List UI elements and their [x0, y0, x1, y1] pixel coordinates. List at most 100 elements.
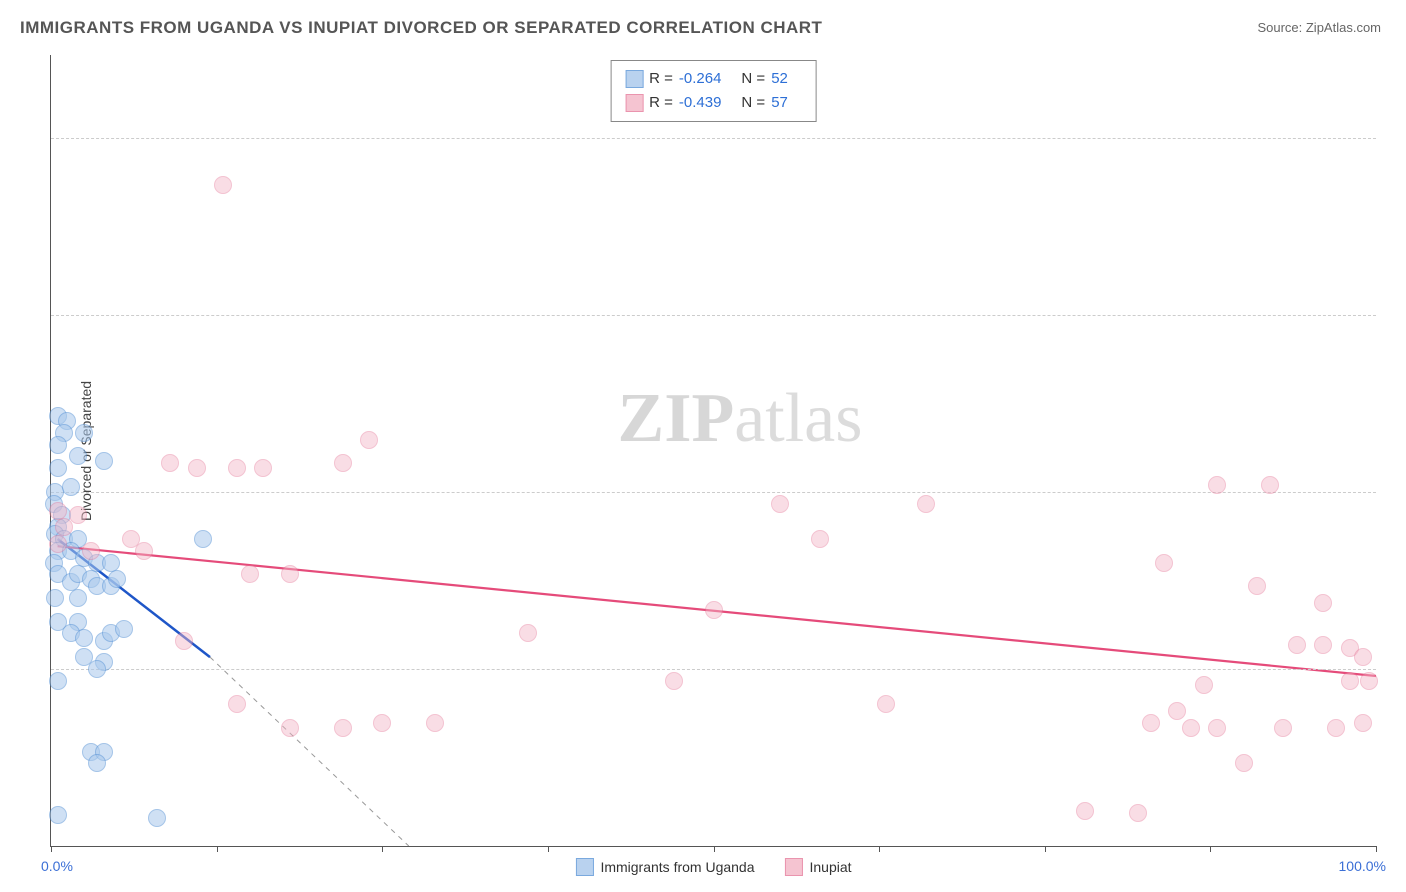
scatter-point	[334, 719, 352, 737]
stat-r-label: R =	[649, 67, 673, 91]
x-tick	[1045, 846, 1046, 852]
scatter-point	[1327, 719, 1345, 737]
trend-lines-layer	[51, 55, 1376, 846]
scatter-point	[49, 672, 67, 690]
scatter-point	[188, 459, 206, 477]
x-axis-max-label: 100.0%	[1339, 858, 1386, 874]
scatter-point	[1142, 714, 1160, 732]
x-tick	[1210, 846, 1211, 852]
scatter-point	[228, 695, 246, 713]
scatter-point	[102, 554, 120, 572]
scatter-point	[771, 495, 789, 513]
scatter-point	[665, 672, 683, 690]
scatter-point	[228, 459, 246, 477]
scatter-point	[360, 431, 378, 449]
scatter-point	[69, 447, 87, 465]
scatter-point	[705, 601, 723, 619]
scatter-point	[877, 695, 895, 713]
x-tick	[548, 846, 549, 852]
scatter-point	[175, 632, 193, 650]
gridline	[51, 492, 1376, 493]
x-tick	[879, 846, 880, 852]
y-tick-label: 22.5%	[1386, 307, 1406, 323]
scatter-point	[49, 806, 67, 824]
scatter-point	[281, 719, 299, 737]
legend-swatch	[625, 94, 643, 112]
scatter-point	[519, 624, 537, 642]
scatter-point	[1354, 648, 1372, 666]
scatter-point	[55, 518, 73, 536]
scatter-point	[426, 714, 444, 732]
stat-n-value: 52	[771, 67, 788, 91]
scatter-point	[62, 478, 80, 496]
scatter-point	[1248, 577, 1266, 595]
scatter-point	[334, 454, 352, 472]
scatter-point	[1314, 594, 1332, 612]
scatter-point	[241, 565, 259, 583]
stat-row: R =-0.439 N =57	[625, 91, 802, 115]
scatter-point	[1168, 702, 1186, 720]
bottom-legend: Immigrants from Uganda Inupiat	[575, 858, 851, 876]
scatter-point	[1182, 719, 1200, 737]
legend-swatch	[575, 858, 593, 876]
scatter-point	[1261, 476, 1279, 494]
legend-label: Inupiat	[810, 859, 852, 875]
scatter-point	[1235, 754, 1253, 772]
legend-item: Immigrants from Uganda	[575, 858, 754, 876]
scatter-point	[373, 714, 391, 732]
stat-n-value: 57	[771, 91, 788, 115]
scatter-point	[1360, 672, 1378, 690]
scatter-point	[115, 620, 133, 638]
scatter-point	[811, 530, 829, 548]
scatter-point	[1288, 636, 1306, 654]
stat-r-label: R =	[649, 91, 673, 115]
stat-n-label: N =	[741, 91, 765, 115]
chart-plot-area: Divorced or Separated ZIPatlas R =-0.264…	[50, 55, 1376, 847]
scatter-point	[46, 589, 64, 607]
scatter-point	[1208, 719, 1226, 737]
x-tick	[714, 846, 715, 852]
scatter-point	[254, 459, 272, 477]
scatter-point	[108, 570, 126, 588]
watermark-text: ZIPatlas	[618, 379, 863, 459]
x-tick	[1376, 846, 1377, 852]
scatter-point	[1274, 719, 1292, 737]
x-tick	[51, 846, 52, 852]
x-tick	[382, 846, 383, 852]
gridline	[51, 138, 1376, 139]
scatter-point	[49, 502, 67, 520]
scatter-point	[148, 809, 166, 827]
scatter-point	[214, 176, 232, 194]
scatter-point	[49, 436, 67, 454]
scatter-point	[161, 454, 179, 472]
scatter-point	[1155, 554, 1173, 572]
scatter-point	[1129, 804, 1147, 822]
scatter-point	[49, 535, 67, 553]
y-tick-label: 15.0%	[1386, 484, 1406, 500]
stat-r-value: -0.264	[679, 67, 722, 91]
scatter-point	[917, 495, 935, 513]
scatter-point	[82, 542, 100, 560]
gridline	[51, 315, 1376, 316]
stat-n-label: N =	[741, 67, 765, 91]
scatter-point	[1314, 636, 1332, 654]
x-axis-min-label: 0.0%	[41, 858, 73, 874]
scatter-point	[88, 660, 106, 678]
scatter-point	[49, 459, 67, 477]
y-tick-label: 30.0%	[1386, 130, 1406, 146]
stat-row: R =-0.264 N =52	[625, 67, 802, 91]
legend-label: Immigrants from Uganda	[600, 859, 754, 875]
scatter-point	[88, 754, 106, 772]
watermark-rest: atlas	[734, 380, 862, 457]
scatter-point	[1354, 714, 1372, 732]
legend-swatch	[785, 858, 803, 876]
legend-swatch	[625, 70, 643, 88]
gridline	[51, 669, 1376, 670]
stat-r-value: -0.439	[679, 91, 722, 115]
x-tick	[217, 846, 218, 852]
scatter-point	[69, 589, 87, 607]
scatter-point	[75, 424, 93, 442]
chart-title: IMMIGRANTS FROM UGANDA VS INUPIAT DIVORC…	[20, 18, 822, 38]
watermark-bold: ZIP	[618, 380, 735, 457]
scatter-point	[95, 452, 113, 470]
